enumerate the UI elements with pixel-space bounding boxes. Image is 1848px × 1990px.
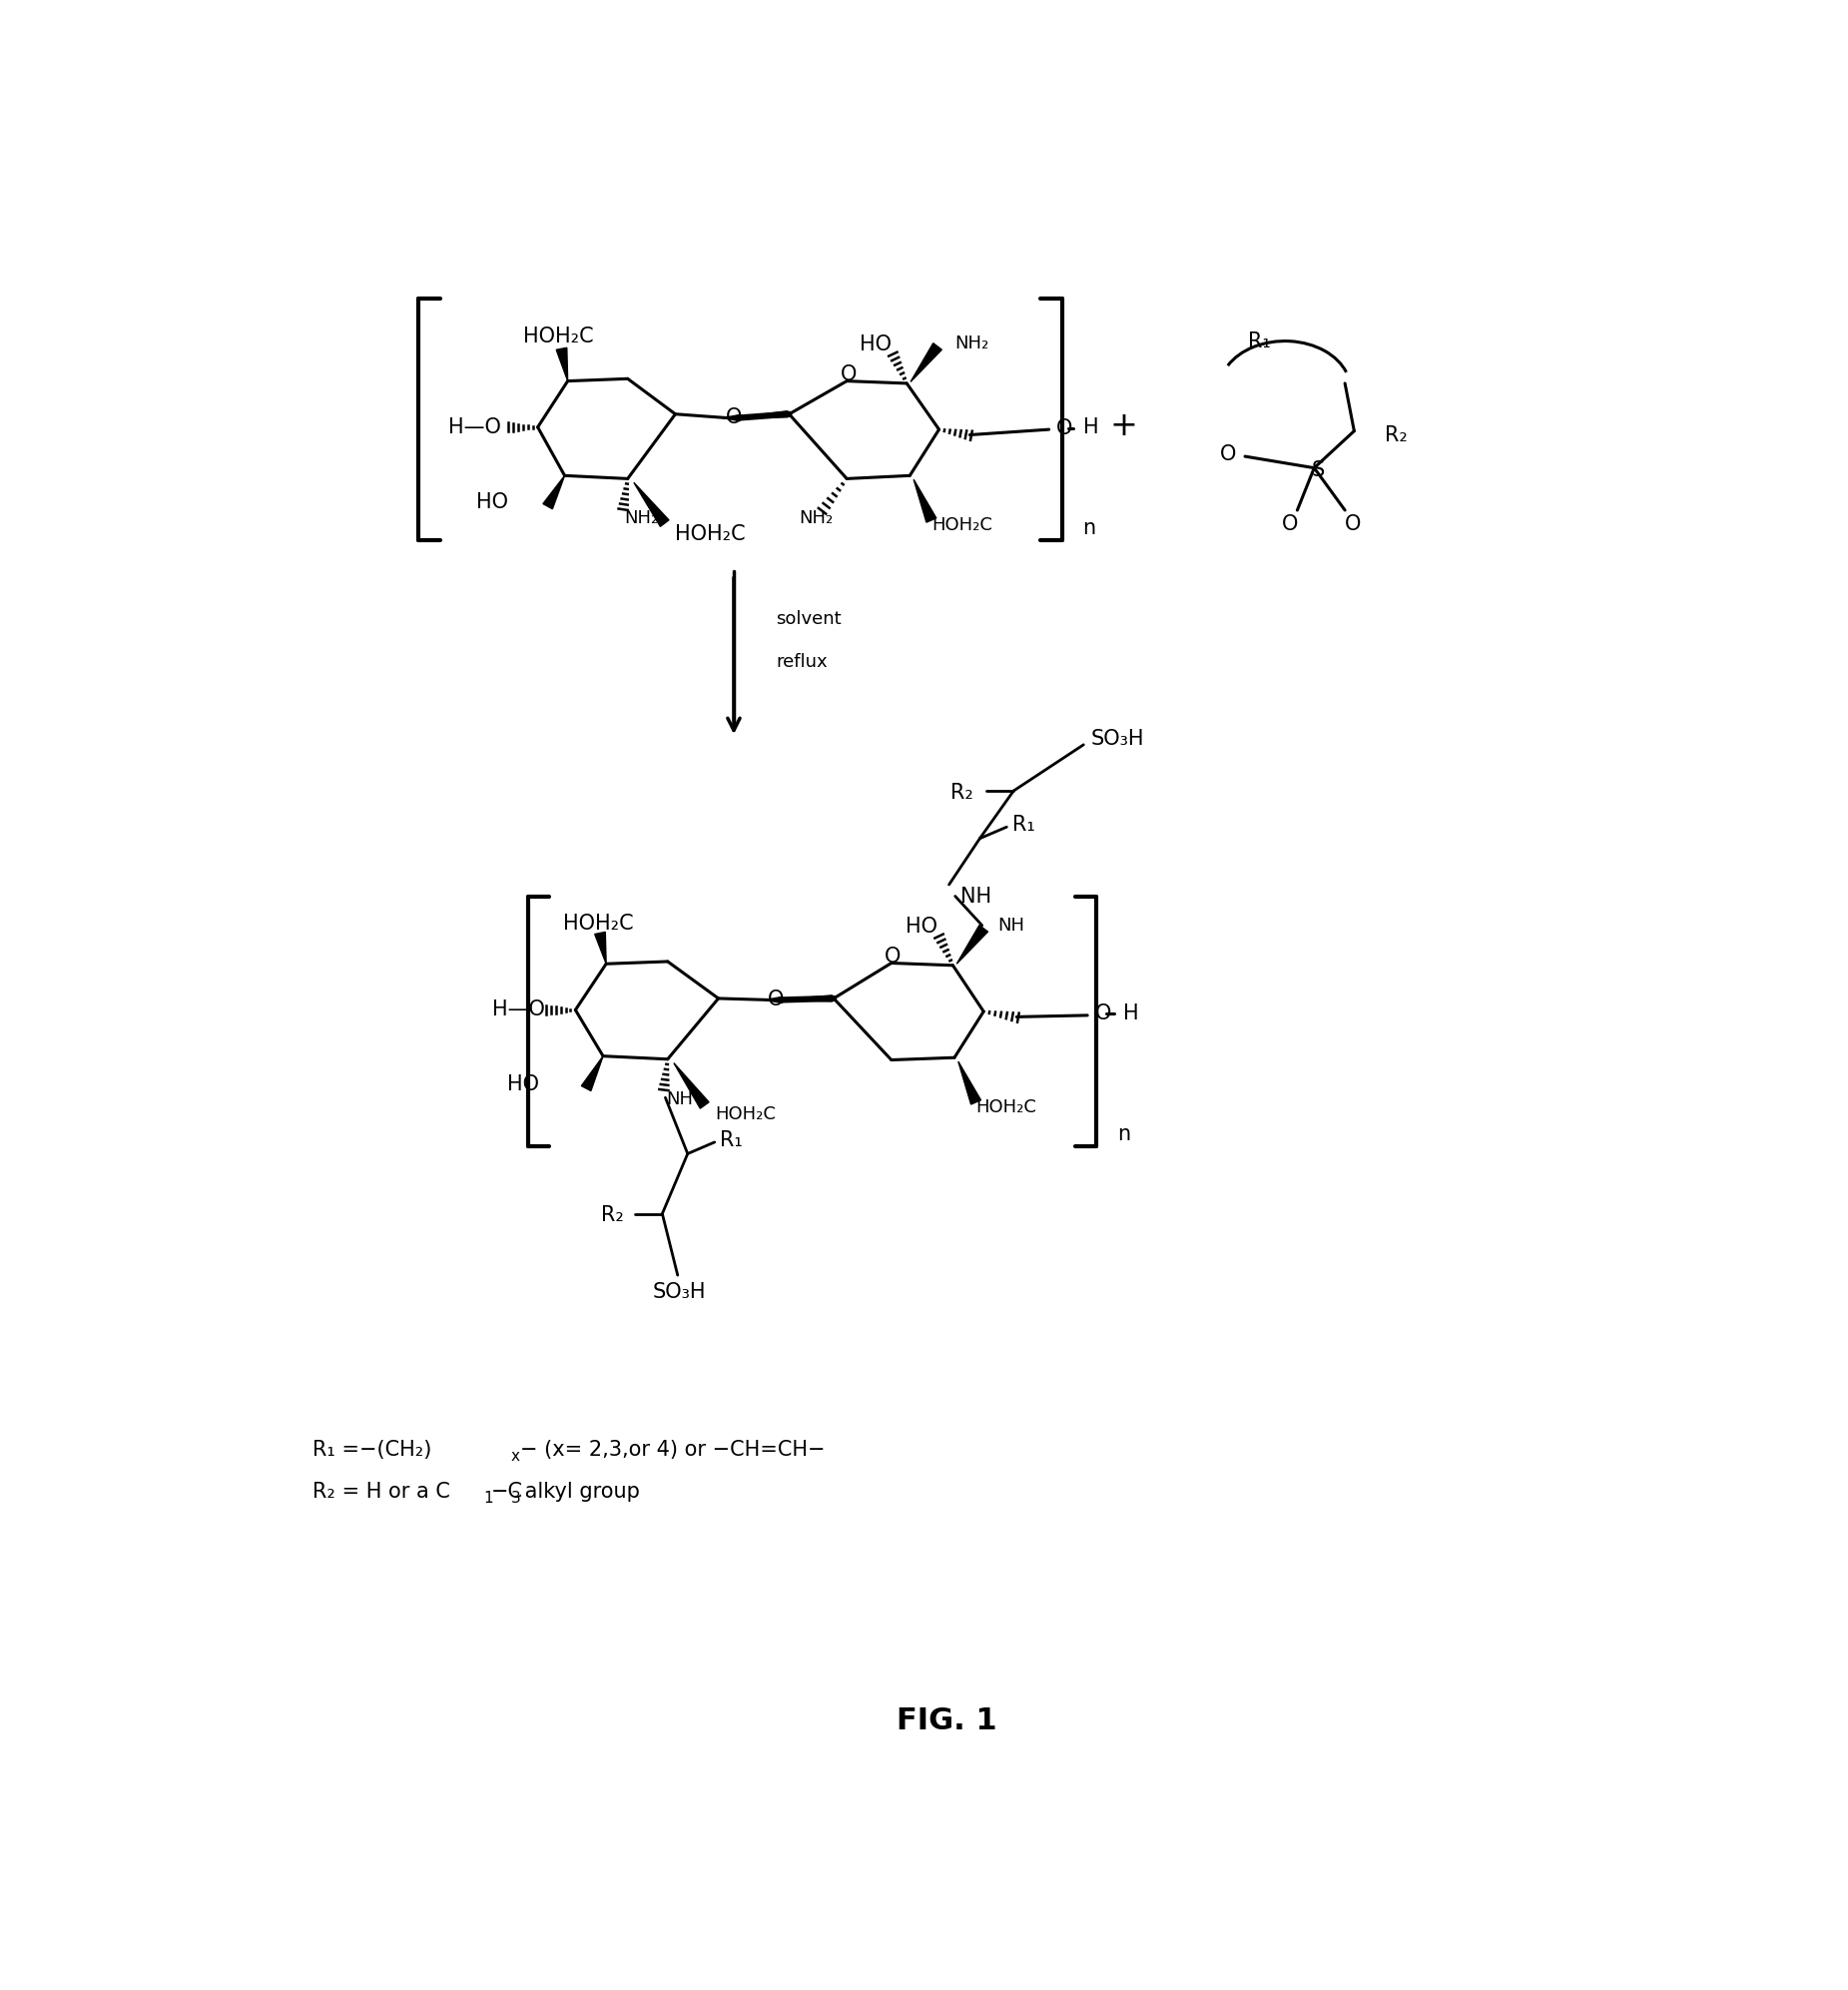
Text: n: n: [1083, 519, 1096, 539]
Text: NH: NH: [665, 1091, 693, 1108]
Text: HO: HO: [477, 492, 508, 511]
Polygon shape: [959, 1061, 981, 1104]
Text: SO₃H: SO₃H: [652, 1282, 706, 1301]
Text: O: O: [1057, 418, 1074, 438]
Text: HOH₂C: HOH₂C: [715, 1106, 776, 1124]
Text: NH: NH: [961, 886, 992, 905]
Polygon shape: [911, 342, 942, 382]
Text: HOH₂C: HOH₂C: [931, 517, 992, 535]
Text: R₂ = H or a C: R₂ = H or a C: [312, 1483, 451, 1502]
Text: HO: HO: [508, 1075, 540, 1095]
Text: R₂: R₂: [1384, 426, 1408, 446]
Text: HOH₂C: HOH₂C: [675, 523, 747, 543]
Text: FIG. 1: FIG. 1: [896, 1707, 996, 1735]
Text: R₁: R₁: [721, 1130, 743, 1150]
Text: NH₂: NH₂: [954, 334, 989, 352]
Text: NH: NH: [998, 915, 1024, 935]
Polygon shape: [582, 1057, 602, 1091]
Text: −C: −C: [492, 1483, 523, 1502]
Text: O: O: [1281, 513, 1297, 533]
Text: R₁: R₁: [1013, 814, 1035, 834]
Text: 1: 1: [482, 1491, 493, 1506]
Text: HOH₂C: HOH₂C: [564, 913, 634, 933]
Text: HOH₂C: HOH₂C: [976, 1098, 1037, 1116]
Polygon shape: [778, 995, 832, 1001]
Text: H: H: [1083, 418, 1100, 438]
Text: alkyl group: alkyl group: [519, 1483, 639, 1502]
Text: H: H: [1124, 1003, 1138, 1023]
Polygon shape: [913, 480, 937, 521]
Text: S: S: [1312, 460, 1325, 480]
Text: n: n: [1116, 1124, 1131, 1144]
Text: − (x= 2,3,or 4) or −CH=CH−: − (x= 2,3,or 4) or −CH=CH−: [519, 1439, 824, 1461]
Polygon shape: [634, 482, 669, 527]
Text: NH₂: NH₂: [625, 509, 658, 527]
Text: H—O: H—O: [447, 418, 501, 438]
Text: R₁ =−(CH₂): R₁ =−(CH₂): [312, 1439, 432, 1461]
Polygon shape: [556, 348, 567, 380]
Text: solvent: solvent: [776, 609, 841, 627]
Polygon shape: [736, 412, 787, 418]
Polygon shape: [595, 931, 606, 963]
Text: HO: HO: [859, 334, 891, 354]
Text: O: O: [726, 408, 741, 428]
Text: O: O: [841, 364, 856, 384]
Text: +: +: [1109, 410, 1137, 442]
Text: O: O: [769, 989, 784, 1009]
Text: HOH₂C: HOH₂C: [523, 326, 593, 346]
Text: O: O: [1096, 1003, 1111, 1023]
Polygon shape: [765, 997, 782, 1003]
Text: HO: HO: [906, 917, 937, 937]
Text: O: O: [1220, 444, 1236, 464]
Polygon shape: [675, 1063, 710, 1108]
Text: O: O: [885, 947, 902, 967]
Text: SO₃H: SO₃H: [1090, 728, 1144, 748]
Text: H—O: H—O: [492, 999, 545, 1021]
Polygon shape: [957, 925, 989, 963]
Polygon shape: [543, 476, 565, 509]
Text: NH₂: NH₂: [798, 509, 833, 527]
Text: R₁: R₁: [1249, 330, 1271, 350]
Text: reflux: reflux: [776, 653, 828, 671]
Text: O: O: [1345, 513, 1360, 533]
Text: R₂: R₂: [601, 1206, 625, 1226]
Text: x: x: [510, 1449, 519, 1463]
Polygon shape: [723, 414, 739, 422]
Text: 3: 3: [510, 1491, 521, 1506]
Text: R₂: R₂: [950, 782, 974, 802]
